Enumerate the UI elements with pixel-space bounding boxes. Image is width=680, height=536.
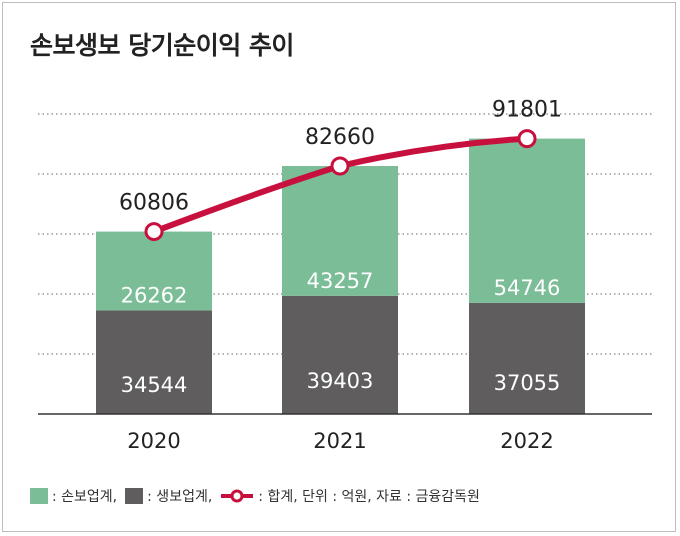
data-label-nonlife: 54746 [494, 276, 561, 300]
x-tick-label: 2022 [500, 429, 553, 453]
legend-label-life: : 생보업계, [147, 489, 213, 505]
x-tick-label: 2020 [127, 429, 180, 453]
data-label-total: 82660 [305, 125, 375, 150]
bar-life [96, 310, 212, 414]
stacked-bar-line-chart: 34544 26262 2020 39403 43257 2021 37055 54746 20… [38, 98, 652, 453]
x-tick-label: 2021 [313, 429, 366, 453]
total-point [144, 222, 164, 242]
chart-title: 손보생보 당기순이익 추이 [30, 31, 294, 60]
legend-swatch-nonlife [30, 488, 48, 504]
bar-nonlife [469, 138, 585, 303]
data-label-nonlife: 43257 [307, 269, 374, 293]
data-label-total: 60806 [119, 191, 189, 216]
legend: : 손보업계, : 생보업계, : 합계, 단위 : 억원, 자료 : 금융감독… [30, 486, 482, 506]
legend-swatch-life [125, 488, 144, 504]
legend-label-total: : 합계, 단위 : 억원, 자료 : 금융감독원 [258, 489, 480, 505]
legend-line-marker-icon [221, 489, 254, 503]
bar-nonlife [282, 166, 398, 296]
data-label-life: 39403 [307, 369, 374, 393]
data-label-life: 34544 [121, 373, 188, 397]
bar-life [469, 302, 585, 414]
data-label-life: 37055 [494, 371, 561, 395]
legend-label-nonlife: : 손보업계, [52, 489, 118, 505]
data-label-total: 91801 [492, 98, 562, 123]
total-point [517, 129, 537, 149]
legend-item-life: : 생보업계, [125, 486, 214, 506]
bar-life [282, 295, 398, 414]
total-point [330, 156, 350, 176]
bar-nonlife [96, 231, 212, 311]
legend-item-total: : 합계, 단위 : 억원, 자료 : 금융감독원 [220, 486, 482, 506]
legend-item-nonlife: : 손보업계, [30, 486, 119, 506]
data-label-nonlife: 26262 [121, 283, 188, 307]
